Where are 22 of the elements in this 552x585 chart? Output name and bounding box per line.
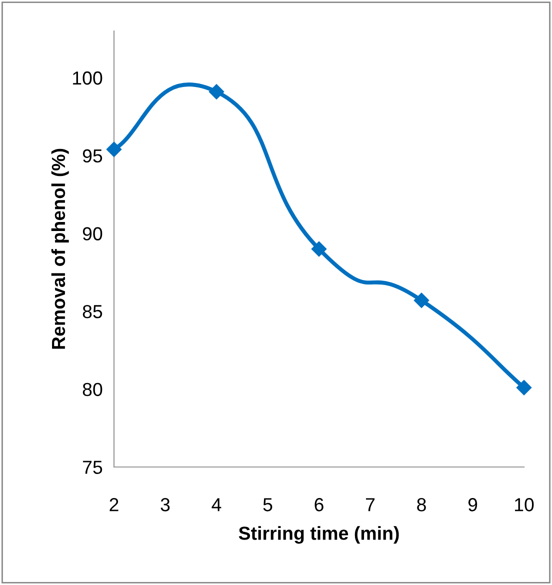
x-tick-label: 7 <box>366 498 375 512</box>
x-tick-label: 9 <box>468 498 478 512</box>
x-tick-label: 3 <box>160 498 170 512</box>
point <box>311 241 327 257</box>
x-tick-label: 4 <box>212 498 222 512</box>
y-tick-label: 90 <box>82 227 102 240</box>
x-tick-label: 10 <box>515 498 534 512</box>
x-tick-label: 2 <box>110 498 118 512</box>
x-axis-title: Stirring time (min) <box>238 526 399 544</box>
y-tick-label: 80 <box>82 382 102 396</box>
y-tick-label: 85 <box>82 304 102 318</box>
point <box>414 292 430 308</box>
x-tick-label: 6 <box>314 498 324 512</box>
x-tick-label: 8 <box>417 498 426 512</box>
y-tick-label: 100 <box>73 71 102 85</box>
x-tick-label: 5 <box>263 498 272 512</box>
y-axis-title: Removal of phenol (%) <box>51 148 69 349</box>
point <box>516 380 532 396</box>
point <box>106 142 122 157</box>
y-tick-label: 75 <box>82 460 102 474</box>
y-tick-label: 95 <box>82 149 102 163</box>
point <box>208 84 224 100</box>
